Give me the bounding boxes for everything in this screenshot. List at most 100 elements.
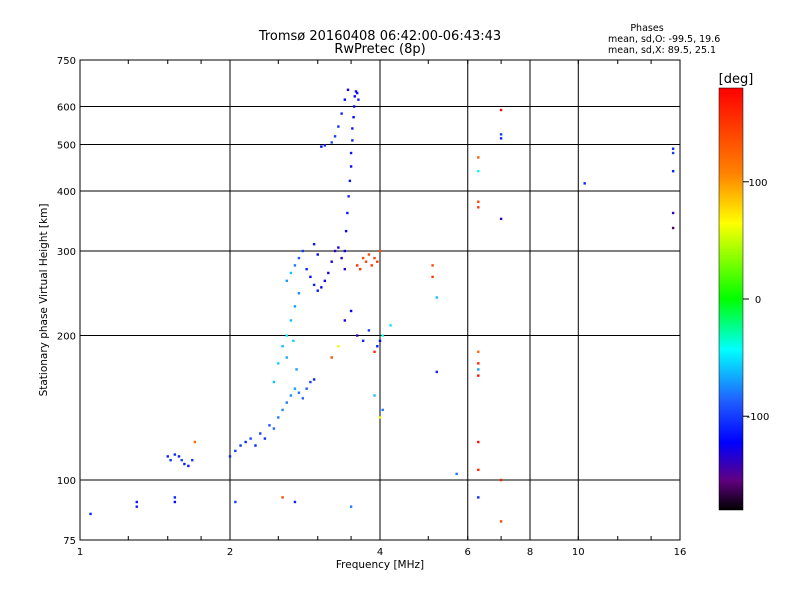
- data-point: [455, 472, 458, 476]
- data-point: [135, 505, 138, 508]
- data-point: [281, 496, 284, 499]
- data-point: [347, 195, 350, 198]
- colorbar-tick-label: 100: [748, 178, 767, 189]
- data-point: [301, 397, 305, 400]
- data-point: [340, 112, 343, 115]
- data-point: [323, 144, 327, 147]
- data-point: [378, 249, 382, 253]
- data-point: [173, 500, 177, 504]
- data-point: [234, 449, 237, 453]
- chart-subtitle: RwPretec (8p): [334, 42, 425, 57]
- data-point: [297, 292, 301, 295]
- data-point: [343, 98, 347, 101]
- data-point: [583, 182, 586, 185]
- data-point: [499, 108, 503, 112]
- y-tick-label: 750: [57, 56, 76, 67]
- data-point: [373, 350, 376, 353]
- data-point: [272, 427, 276, 430]
- data-point: [285, 334, 288, 337]
- data-point: [352, 105, 356, 108]
- data-point: [499, 133, 503, 136]
- data-point: [367, 253, 371, 256]
- data-point: [330, 356, 333, 359]
- axis-ticks: 1 2 4 6 8 10 16 75 100 200 300 400 500 600 750: [57, 56, 686, 558]
- data-point: [191, 458, 194, 462]
- data-point: [435, 370, 438, 374]
- data-point: [305, 387, 308, 390]
- data-point: [337, 246, 340, 249]
- data-point: [499, 478, 503, 482]
- data-point: [89, 512, 92, 516]
- stats-o-mode: mean, sd,O: -99.5, 19.6: [608, 34, 720, 45]
- data-point: [292, 339, 295, 343]
- data-point: [180, 458, 183, 462]
- data-point: [343, 249, 347, 253]
- data-point: [330, 141, 333, 144]
- data-point: [297, 391, 301, 394]
- data-point: [477, 374, 480, 377]
- data-point: [355, 264, 359, 267]
- data-points: [89, 88, 675, 523]
- data-point: [337, 345, 340, 348]
- data-point: [293, 500, 297, 504]
- data-point: [234, 500, 237, 504]
- data-point: [309, 275, 312, 279]
- data-point: [376, 345, 379, 348]
- data-point: [239, 444, 242, 447]
- data-point: [348, 179, 352, 183]
- y-tick-label: 100: [57, 476, 76, 487]
- data-point: [357, 98, 360, 101]
- data-point: [289, 394, 293, 397]
- y-tick-label: 200: [57, 332, 76, 343]
- y-tick-label: 400: [57, 187, 76, 198]
- data-point: [346, 88, 350, 92]
- data-point: [268, 424, 271, 427]
- data-point: [354, 90, 358, 93]
- data-point: [378, 416, 382, 419]
- data-point: [316, 289, 319, 292]
- data-point: [323, 279, 327, 283]
- x-tick-label: 1: [77, 547, 83, 558]
- data-point: [312, 242, 316, 246]
- data-point: [272, 380, 276, 384]
- data-point: [316, 253, 319, 256]
- x-tick-label: 4: [377, 547, 383, 558]
- data-point: [477, 200, 480, 203]
- data-point: [277, 416, 280, 419]
- data-point: [295, 368, 298, 371]
- data-point: [367, 329, 371, 332]
- data-point: [228, 455, 232, 458]
- data-point: [435, 296, 438, 299]
- data-point: [373, 394, 376, 397]
- data-point: [297, 256, 301, 260]
- data-point: [477, 440, 480, 444]
- data-point: [671, 151, 675, 155]
- chart-title: Tromsø 20160408 06:42:00-06:43:43: [258, 29, 501, 44]
- data-point: [343, 319, 347, 322]
- data-point: [477, 362, 480, 365]
- stats-x-mode: mean, sd,X: 89.5, 25.1: [608, 45, 716, 56]
- data-point: [477, 368, 480, 371]
- data-point: [389, 324, 392, 327]
- data-point: [477, 496, 480, 499]
- data-point: [285, 356, 288, 359]
- data-point: [381, 408, 384, 412]
- data-point: [320, 145, 323, 148]
- data-point: [301, 249, 305, 253]
- y-tick-label: 600: [57, 103, 76, 114]
- data-point: [477, 156, 480, 159]
- data-point: [293, 305, 297, 308]
- x-tick-label: 10: [572, 547, 585, 558]
- data-point: [381, 334, 384, 337]
- data-point: [281, 345, 284, 348]
- colorbar-tick-label: 0: [755, 295, 761, 306]
- data-point: [355, 91, 359, 95]
- x-tick-label: 2: [227, 547, 233, 558]
- data-point: [285, 279, 288, 283]
- data-point: [289, 319, 293, 322]
- x-tick-label: 6: [465, 547, 471, 558]
- data-point: [477, 468, 480, 472]
- data-point: [349, 309, 353, 313]
- data-point: [249, 437, 252, 440]
- grid-lines: [80, 60, 680, 540]
